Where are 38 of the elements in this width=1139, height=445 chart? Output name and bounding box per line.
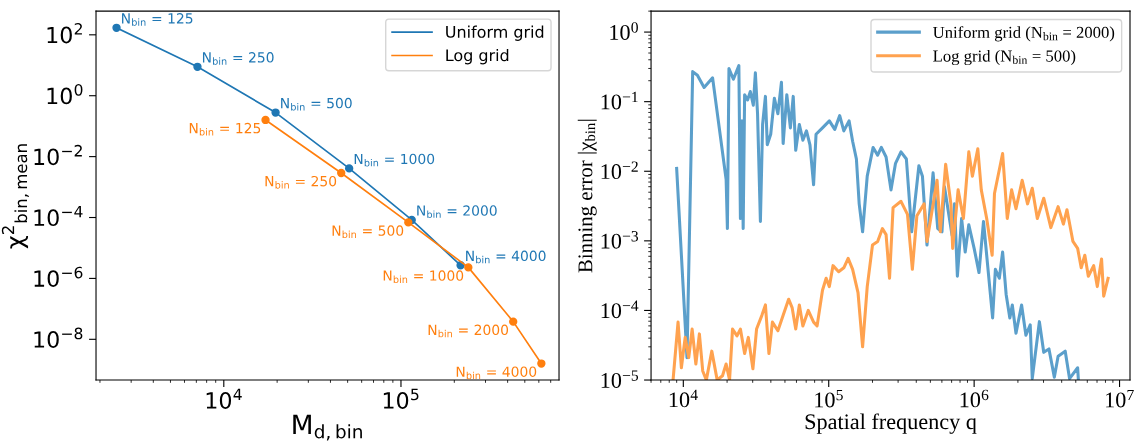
annotation: N$_{bin}$ = 1000 <box>354 153 435 167</box>
y-tick-label: 10$^{−8}$ <box>34 327 83 348</box>
y-tick-label: 10$^{−2}$ <box>34 144 82 166</box>
x-tick-label: 10$^{4}$ <box>206 388 242 409</box>
y-tick-label: 10$^{−4}$ <box>601 300 639 319</box>
x-axis-title: M$_{d,bin}$ <box>293 414 362 441</box>
y-tick-label: 10$^{−3}$ <box>601 231 639 249</box>
legend-label: Log grid (N$_{bin}$ = 500) <box>933 49 1076 66</box>
y-axis-title: Binning error |χ$_{bin}$| <box>577 119 597 273</box>
annotation: N$_{bin}$ = 500 <box>332 225 404 239</box>
annotation: N$_{bin}$ = 2000 <box>417 205 497 219</box>
x-tick-label: 10$^{4}$ <box>669 389 698 408</box>
legend-label: Uniform grid <box>446 25 544 41</box>
y-tick-label: 10$^{0}$ <box>47 83 83 105</box>
annotation: N$_{bin}$ = 250 <box>202 52 274 65</box>
annotation: N$_{bin}$ = 125 <box>122 13 193 26</box>
y-tick-label: 10$^{−1}$ <box>601 91 638 110</box>
x-tick-label: 10$^{5}$ <box>383 388 419 409</box>
annotation: N$_{bin}$ = 125 <box>189 122 261 136</box>
annotation: N$_{bin}$ = 4000 <box>466 250 546 264</box>
y-tick-label: 10$^{2}$ <box>47 23 82 44</box>
y-tick-label: 10$^{−2}$ <box>601 161 638 180</box>
y-tick-label: 10$^{−4}$ <box>34 205 83 227</box>
y-axis-title: χ$^{2}$$_{bin,mean}$ <box>1 144 29 249</box>
x-tick-label: 10$^{5}$ <box>815 389 843 408</box>
legend-label: Uniform grid (N$_{bin}$ = 2000) <box>933 26 1115 42</box>
x-tick-label: 10$^{6}$ <box>960 389 989 408</box>
legend-label: Log grid <box>446 48 509 65</box>
y-tick-label: 10$^{−6}$ <box>34 266 83 287</box>
x-axis-title: Spatial frequency q <box>805 413 977 434</box>
y-tick-label: 10$^{−5}$ <box>601 370 639 388</box>
annotation: N$_{bin}$ = 1000 <box>383 270 464 284</box>
y-tick-label: 10$^{0}$ <box>610 22 638 40</box>
annotation: N$_{bin}$ = 500 <box>281 97 352 111</box>
annotation: N$_{bin}$ = 4000 <box>456 366 537 380</box>
annotation: N$_{bin}$ = 2000 <box>428 324 509 338</box>
x-tick-label: 10$^{7}$ <box>1106 389 1134 408</box>
annotation: N$_{bin}$ = 250 <box>265 175 337 189</box>
